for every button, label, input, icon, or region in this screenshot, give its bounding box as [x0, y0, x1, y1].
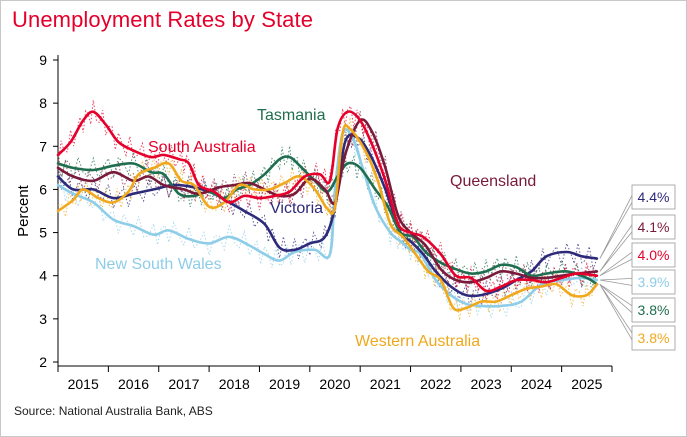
- y-axis-label: Percent: [15, 184, 32, 237]
- series-line-qld: [56, 118, 599, 284]
- y-tick-label: 7: [39, 138, 47, 154]
- end-label-pointer: [599, 223, 634, 272]
- series-monthly-line-nsw: [57, 122, 598, 319]
- end-label-vic: 4.4%: [638, 189, 670, 205]
- end-label-box: [631, 184, 676, 210]
- series-monthly-line-wa: [57, 117, 598, 321]
- y-tick-label: 4: [39, 268, 47, 284]
- series-line-sa: [56, 110, 599, 293]
- x-tick-label: 2021: [370, 376, 401, 392]
- x-tick-label: 2015: [68, 376, 99, 392]
- x-tick-label: 2023: [471, 376, 502, 392]
- end-label-box: [631, 269, 676, 295]
- series-monthly-line-sa: [57, 100, 598, 302]
- end-label-qld: 4.1%: [638, 219, 670, 235]
- end-label-box: [631, 242, 676, 268]
- series-monthly-line-vic: [57, 126, 598, 307]
- annotation-sa: South Australia: [148, 139, 256, 156]
- series-line-tas: [56, 155, 599, 286]
- x-tick-label: 2019: [269, 376, 300, 392]
- x-tick-label: 2022: [420, 376, 451, 392]
- x-tick-label: 2025: [571, 376, 602, 392]
- end-label-pointer: [599, 284, 634, 342]
- end-label-sa: 4.0%: [638, 247, 670, 263]
- end-label-pointer: [599, 278, 634, 286]
- end-label-pointer: [599, 193, 634, 259]
- y-tick-label: 5: [39, 225, 47, 241]
- annotation-tas: Tasmania: [257, 107, 326, 124]
- chart-title: Unemployment Rates by State: [12, 7, 314, 32]
- y-tick-label: 3: [39, 311, 47, 327]
- annotation-nsw: New South Wales: [95, 256, 222, 273]
- y-tick-label: 8: [39, 95, 47, 111]
- end-label-box: [631, 297, 676, 323]
- y-tick-label: 6: [39, 181, 47, 197]
- end-label-box: [631, 214, 676, 240]
- x-tick-label: 2017: [168, 376, 199, 392]
- y-tick-label: 2: [39, 354, 47, 370]
- x-tick-label: 2024: [521, 376, 552, 392]
- annotation-vic: Victoria: [270, 200, 323, 217]
- x-tick-label: 2018: [219, 376, 250, 392]
- x-tick-label: 2020: [319, 376, 350, 392]
- end-label-nsw: 3.9%: [638, 274, 670, 290]
- end-label-wa: 3.8%: [638, 330, 670, 346]
- end-label-pointer: [599, 251, 634, 277]
- y-tick-label: 9: [39, 52, 47, 68]
- end-label-tas: 3.8%: [638, 302, 670, 318]
- series-line-wa: [56, 123, 599, 312]
- source-note: Source: National Australia Bank, ABS: [14, 404, 213, 418]
- annotation-qld: Queensland: [450, 173, 536, 190]
- x-tick-label: 2016: [118, 376, 149, 392]
- end-label-box: [631, 325, 676, 351]
- annotation-wa: Western Australia: [355, 333, 480, 350]
